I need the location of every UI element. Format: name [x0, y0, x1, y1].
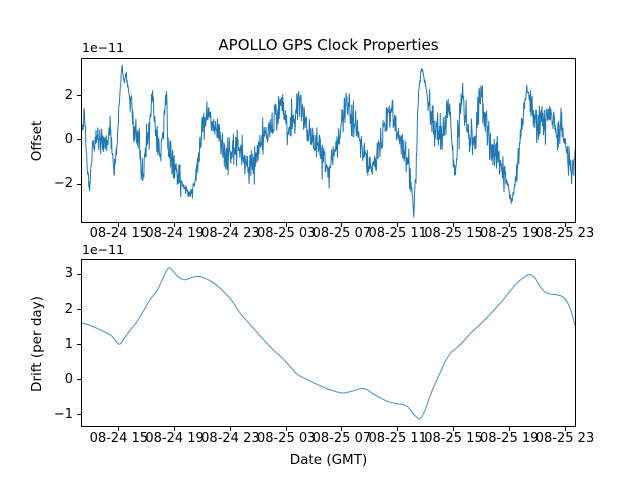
x-tick-label: 08-24 19 [145, 226, 204, 241]
y-tick-label: −2 [53, 176, 73, 192]
x-tick-label: 08-25 15 [424, 226, 483, 241]
x-tick-label: 08-25 23 [535, 226, 595, 241]
y-tick-mark [77, 379, 81, 381]
x-tick-mark [285, 427, 287, 431]
x-tick-mark [174, 427, 176, 431]
x-tick-label: 08-25 15 [424, 431, 483, 446]
x-tick-mark [397, 223, 399, 227]
y-tick-label: 0 [64, 371, 73, 387]
x-tick-mark [341, 223, 343, 227]
x-tick-label: 08-24 15 [89, 431, 149, 446]
y-tick-mark [77, 183, 81, 185]
y-tick-label: 2 [64, 87, 73, 103]
offset-series-line [82, 64, 575, 218]
x-tick-mark [174, 223, 176, 227]
x-tick-label: 08-25 07 [312, 431, 372, 446]
x-tick-label: 08-25 19 [479, 431, 539, 446]
x-tick-mark [229, 427, 231, 431]
x-tick-mark [453, 223, 454, 227]
offset-plot-area [81, 58, 576, 223]
offset-scale-label-top: 1e−11 [82, 40, 125, 55]
x-tick-label: 08-25 11 [368, 226, 427, 241]
x-axis-label: Date (GMT) [289, 452, 368, 468]
y-tick-mark [77, 273, 81, 275]
x-tick-label: 08-25 03 [256, 431, 316, 446]
x-tick-label: 08-25 19 [479, 226, 539, 241]
y-tick-label: −1 [53, 406, 73, 422]
x-tick-label: 08-25 11 [368, 431, 427, 446]
y-tick-mark [77, 344, 81, 346]
x-tick-mark [508, 223, 510, 227]
x-tick-label: 08-25 07 [312, 226, 372, 241]
x-tick-mark [508, 427, 510, 431]
x-tick-label: 08-24 23 [201, 431, 260, 446]
x-tick-mark [341, 427, 343, 431]
x-tick-label: 08-24 15 [89, 226, 149, 241]
y-tick-label: 3 [64, 266, 73, 282]
y-tick-label: 0 [64, 131, 73, 147]
drift-plot-area [81, 259, 576, 427]
x-tick-mark [564, 223, 566, 227]
x-tick-mark [397, 427, 399, 431]
x-tick-mark [564, 427, 566, 431]
chart-title: APOLLO GPS Clock Properties [218, 36, 439, 54]
x-tick-mark [453, 427, 454, 431]
x-tick-label: 08-24 19 [145, 431, 204, 446]
y-tick-mark [77, 414, 81, 416]
x-tick-mark [229, 223, 231, 227]
x-tick-mark [118, 223, 120, 227]
y-tick-label: 2 [64, 301, 73, 317]
x-tick-label: 08-24 23 [201, 226, 260, 241]
x-tick-label: 08-25 23 [535, 431, 595, 446]
offset-scale-label-bottom: 1e−11 [82, 242, 125, 257]
y-tick-mark [77, 139, 81, 141]
x-tick-label: 08-25 03 [256, 226, 316, 241]
y-tick-label: 1 [64, 336, 73, 352]
y-tick-mark [77, 309, 81, 310]
y-tick-mark [77, 95, 81, 96]
drift-series-line [82, 267, 575, 420]
x-tick-mark [118, 427, 120, 431]
x-tick-mark [285, 223, 287, 227]
